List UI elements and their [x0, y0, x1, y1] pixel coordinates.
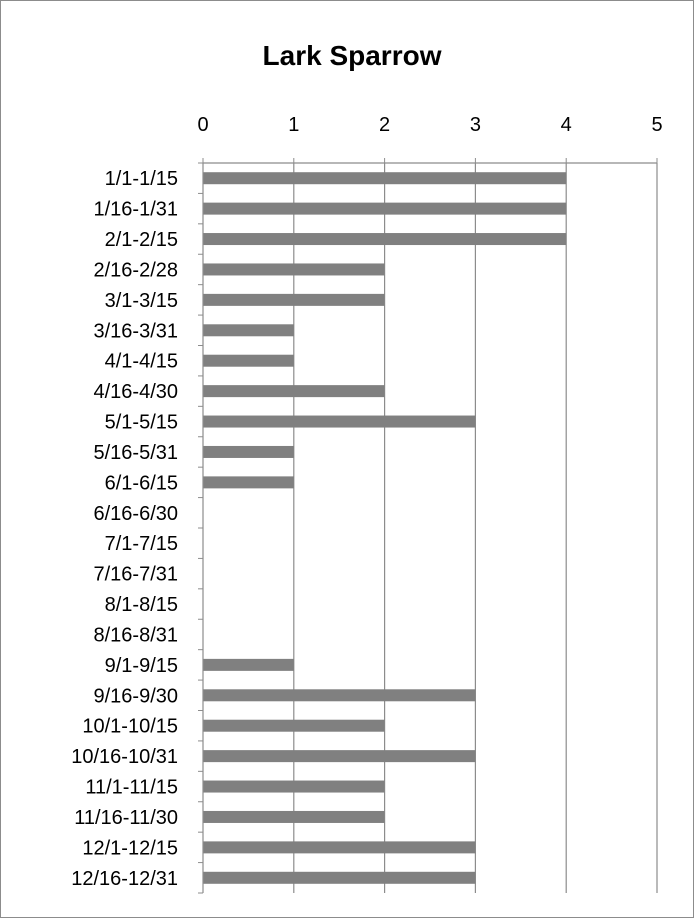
bar — [203, 689, 476, 702]
category-label: 5/1-5/15 — [105, 412, 178, 434]
category-label: 12/16-12/31 — [71, 868, 178, 890]
x-tick-label: 3 — [470, 114, 481, 136]
category-label: 9/1-9/15 — [105, 655, 178, 677]
bar — [203, 810, 385, 823]
bar — [203, 293, 385, 306]
category-label: 8/1-8/15 — [105, 594, 178, 616]
category-label: 6/1-6/15 — [105, 472, 178, 494]
category-label: 6/16-6/30 — [93, 503, 178, 525]
x-tick-label: 4 — [561, 114, 572, 136]
bar — [203, 385, 385, 398]
x-tick-label: 1 — [288, 114, 299, 136]
bar — [203, 719, 385, 732]
bar — [203, 415, 476, 428]
bar — [203, 233, 567, 246]
category-label: 4/16-4/30 — [93, 381, 178, 403]
bar — [203, 445, 294, 458]
bar — [203, 324, 294, 337]
category-label: 11/1-11/15 — [85, 777, 178, 799]
category-label: 11/16-11/30 — [74, 807, 178, 829]
x-tick-label: 2 — [379, 114, 390, 136]
x-tick-label: 0 — [197, 114, 208, 136]
bar — [203, 476, 294, 489]
category-label: 7/1-7/15 — [105, 533, 178, 555]
category-label: 10/1-10/15 — [82, 716, 178, 738]
bar — [203, 871, 476, 884]
bar — [203, 172, 567, 185]
chart-title: Lark Sparrow — [263, 40, 442, 71]
labels: 0 1 2 3 4 5 1/1-1/15 1/16-1/31 2/1-2/15 2/16-2/28… — [71, 114, 662, 890]
category-label: 2/1-2/15 — [105, 229, 178, 251]
category-label: 10/16-10/31 — [71, 746, 178, 768]
category-label: 1/1-1/15 — [105, 168, 178, 190]
category-label: 3/1-3/15 — [105, 290, 178, 312]
category-label: 9/16-9/30 — [93, 685, 178, 707]
bar — [203, 658, 294, 671]
bar — [203, 202, 567, 215]
bar — [203, 750, 476, 763]
gridlines — [293, 163, 658, 893]
category-label: 1/16-1/31 — [93, 199, 178, 221]
category-label: 7/16-7/31 — [93, 564, 178, 586]
category-label: 2/16-2/28 — [93, 259, 178, 281]
category-label: 3/16-3/31 — [93, 320, 178, 342]
x-tick-label: 5 — [651, 114, 662, 136]
bar — [203, 841, 476, 854]
bars — [203, 172, 567, 884]
bar — [203, 354, 294, 367]
bar — [203, 780, 385, 793]
bar — [203, 263, 385, 276]
category-label: 5/16-5/31 — [93, 442, 178, 464]
axes — [198, 158, 658, 894]
category-label: 4/1-4/15 — [105, 351, 178, 373]
category-label: 12/1-12/15 — [82, 837, 178, 859]
category-label: 8/16-8/31 — [93, 624, 178, 646]
